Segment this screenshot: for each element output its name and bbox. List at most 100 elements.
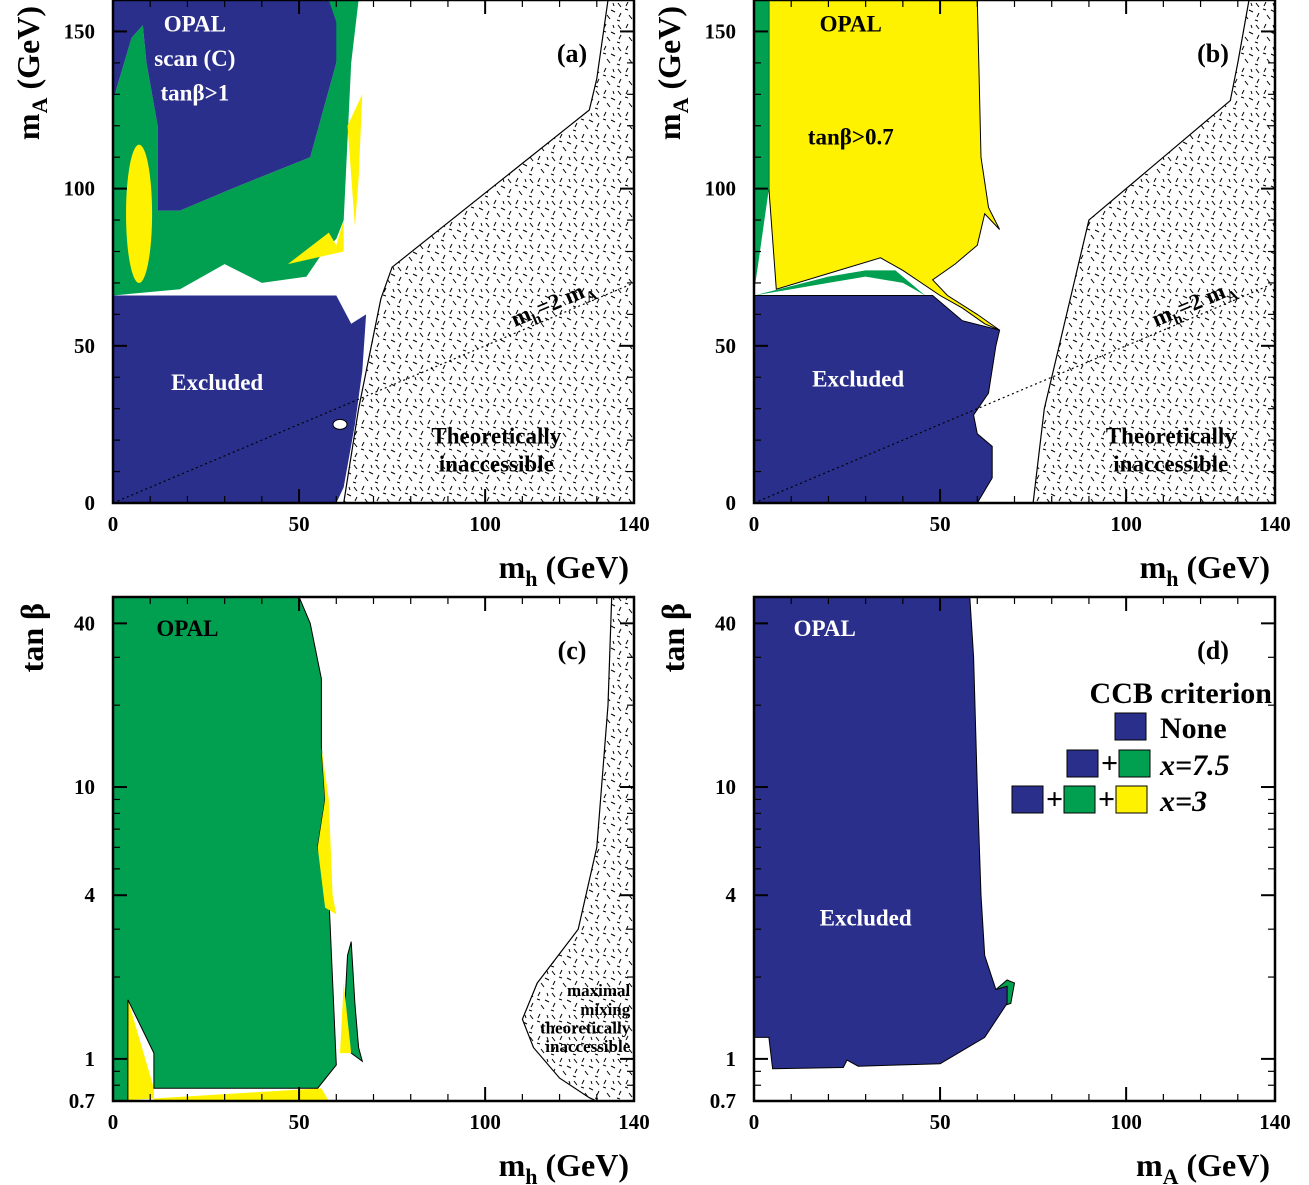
theoretically-label: Theoretically (431, 423, 561, 448)
x-axis-label-unit: (GeV) (537, 1147, 629, 1183)
x-axis-label-unit: (GeV) (1178, 549, 1270, 585)
y-axis-label-main: m (10, 113, 46, 140)
legend-swatch-yellow (1115, 785, 1148, 814)
x-axis-label: mh (GeV) (1140, 549, 1270, 591)
x-tick-label: 0 (108, 1110, 119, 1134)
excluded-label: Excluded (820, 905, 912, 930)
x-axis-label: mA (GeV) (1136, 1147, 1270, 1185)
x-tick-label: 140 (618, 512, 650, 536)
maximal-label: maximal (567, 981, 631, 1000)
allowed-hole (332, 418, 348, 430)
x-tick-label: 140 (618, 1110, 650, 1134)
legend-entry-x3: x=3 (1159, 785, 1207, 818)
y-axis-label: tan β (14, 603, 50, 672)
opal-label: OPAL (164, 11, 226, 36)
legend-swatch-blue (1011, 785, 1044, 814)
y-tick-label: 100 (64, 177, 96, 201)
green-region-upper (754, 0, 769, 293)
green-region-band (754, 270, 926, 296)
blue-excluded-region (753, 596, 1008, 1070)
panel-d-labels: (d) mA (GeV) tan β OPAL Excluded CCB criterio… (655, 603, 1272, 1185)
opal-label: OPAL (820, 11, 882, 36)
reference-line-mh-2mA (112, 282, 635, 504)
panel-c-labels: (c) mh (GeV) tan β OPAL maximalmixingtheoret… (14, 603, 631, 1185)
theoretically-label: theoretically (540, 1018, 631, 1037)
y-axis-label-main: m (651, 113, 687, 140)
inaccessible-label: inaccessible (1113, 452, 1228, 477)
panel-a-ticks: 0 50 100 140 0 50 100 150 (64, 0, 650, 536)
x-axis-label-sub: h (1166, 566, 1178, 591)
y-tick-label: 0.7 (710, 1089, 736, 1113)
y-tick-label: 1 (726, 1047, 737, 1071)
reference-line-mh-2mA (753, 282, 1276, 504)
panel-letter: (d) (1197, 636, 1229, 665)
x-tick-label: 0 (749, 512, 760, 536)
x-tick-label: 50 (930, 1110, 951, 1134)
panel-letter: (b) (1197, 39, 1229, 68)
excluded-label: Excluded (171, 370, 263, 395)
legend-plus: + (1046, 783, 1063, 816)
x-tick-label: 0 (108, 512, 119, 536)
theoretically-label: Theoretically (1106, 423, 1236, 448)
x-tick-label: 100 (1110, 512, 1142, 536)
y-tick-label: 4 (726, 883, 737, 907)
y-tick-label: 0 (85, 491, 96, 515)
y-tick-label: 100 (705, 177, 737, 201)
opal-label: OPAL (794, 616, 856, 641)
legend-swatch-green (1118, 749, 1151, 778)
legend-plus: + (1098, 783, 1115, 816)
y-axis-label: mA (GeV) (651, 6, 693, 140)
x-tick-label: 50 (289, 1110, 310, 1134)
x-tick-label: 50 (289, 512, 310, 536)
y-tick-label: 50 (74, 334, 95, 358)
blue-excluded-region (753, 295, 1001, 504)
panel-d-ticks: 0 50 100 140 0.7 1 4 10 40 (710, 595, 1291, 1134)
panel-d: 0 50 100 140 0.7 1 4 10 40 (d) mA (GeV) tan β OPAL E… (655, 595, 1291, 1185)
y-tick-label: 0.7 (69, 1089, 95, 1113)
y-axis-label: tan β (655, 603, 691, 672)
y-tick-label: 40 (715, 611, 736, 635)
x-axis-label-unit: (GeV) (1178, 1147, 1270, 1183)
x-axis-label-sub: h (525, 566, 537, 591)
green-region-xi-7.5 (113, 0, 359, 296)
y-tick-label: 150 (64, 19, 96, 43)
x-tick-label: 0 (749, 1110, 760, 1134)
x-axis-label-main: m (499, 549, 526, 585)
panel-c-regions (112, 596, 635, 1102)
legend-title: CCB criterion (1090, 677, 1273, 710)
yellow-region-edge (317, 747, 337, 915)
legend-swatch-green (1063, 785, 1096, 814)
panel-letter: (c) (558, 636, 587, 665)
x-axis-label-sub: h (525, 1164, 537, 1185)
panel-c-ticks: 0 50 100 140 0.7 1 4 10 40 (69, 595, 650, 1134)
x-axis-label-main: m (1140, 549, 1167, 585)
green-region-xi-7.5 (112, 596, 337, 1102)
x-axis-label-main: m (1136, 1147, 1163, 1183)
y-axis-label-unit: (GeV) (10, 6, 46, 98)
panel-d-regions (753, 596, 1016, 1070)
legend-plus: + (1101, 747, 1118, 780)
x-axis-label-sub: A (1163, 1164, 1179, 1185)
opal-label: OPAL (156, 616, 218, 641)
tanbeta-label: tanβ>1 (161, 81, 230, 106)
inaccessible-label: inaccessible (545, 1037, 630, 1056)
x-axis-label-unit: (GeV) (537, 549, 629, 585)
panel-a-regions (112, 0, 635, 504)
y-tick-label: 1 (85, 1047, 96, 1071)
y-tick-label: 40 (74, 611, 95, 635)
excluded-label: Excluded (812, 367, 904, 392)
yellow-region-x-3 (113, 999, 329, 1101)
panel-letter: (a) (557, 39, 587, 68)
yellow-region-x-3 (287, 220, 344, 265)
y-tick-label: 150 (705, 19, 737, 43)
y-tick-label: 0 (726, 491, 737, 515)
y-tick-label: 10 (74, 775, 95, 799)
y-axis-label: mA (GeV) (10, 6, 52, 140)
scan-label: scan (C) (154, 46, 235, 71)
y-tick-label: 50 (715, 334, 736, 358)
y-tick-label: 4 (85, 883, 96, 907)
